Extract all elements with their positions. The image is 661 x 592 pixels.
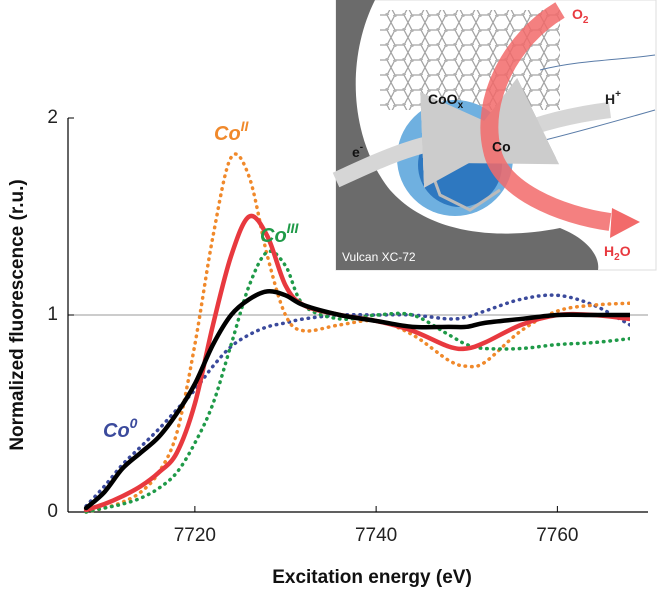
y-tick-label: 2 [47, 107, 58, 128]
inset-text: e [352, 144, 360, 160]
arrow-head [610, 208, 640, 238]
inset-text: H [604, 243, 614, 259]
inset-label: H2O [604, 243, 631, 263]
series-label-sup: III [287, 220, 300, 236]
inset-sup: - [360, 142, 363, 153]
x-tick-label: 7740 [355, 525, 397, 546]
series-label-base: Co [103, 420, 130, 442]
inset-sub: 2 [583, 15, 589, 26]
x-tick-label: 7760 [536, 525, 578, 546]
inset-label: Vulcan XC-72 [342, 250, 416, 264]
inset-sub: x [458, 100, 464, 111]
y-tick-label: 0 [47, 501, 58, 522]
inset-label: O2 [572, 6, 589, 26]
proton-arrow [451, 77, 611, 165]
carbon-support [336, 0, 599, 270]
series-label-base: Co [214, 123, 241, 145]
inset-text: CoO [428, 91, 458, 107]
inset-label: CoOx [428, 91, 464, 111]
series-label-sup: II [241, 118, 250, 134]
series-label-sup: 0 [130, 415, 138, 431]
y-tick-label: 1 [47, 304, 58, 325]
inset-label: H+ [605, 89, 621, 107]
inset-label: e- [352, 142, 363, 160]
inset-label: Co [492, 139, 511, 155]
series-label: CoII [214, 118, 250, 146]
series-line [84, 249, 630, 514]
inset: O2 H+ CoOx e- Co H2O Vulcan XC-72 [332, 0, 657, 271]
inset-sup: + [615, 89, 621, 100]
inset-text: O [620, 243, 631, 259]
x-axis-label: Excitation energy (eV) [272, 567, 472, 588]
series-label-base: Co [260, 225, 287, 247]
inset-text: H [605, 91, 615, 107]
series-line [84, 152, 630, 514]
series-label: CoIII [260, 220, 299, 248]
series-line [83, 288, 630, 511]
oxygen-arrow [480, 2, 612, 231]
x-tick-label: 7720 [174, 525, 216, 546]
inset-text: O [572, 6, 583, 22]
inset-sub: 2 [614, 252, 620, 263]
y-axis-label: Normalized fluorescence (r.u.) [7, 179, 28, 450]
plot-area: 0 1 2 7720 7740 7760 [47, 107, 648, 546]
series-line [84, 293, 630, 508]
series-line [83, 213, 630, 513]
series-label: Co0 [103, 415, 138, 443]
